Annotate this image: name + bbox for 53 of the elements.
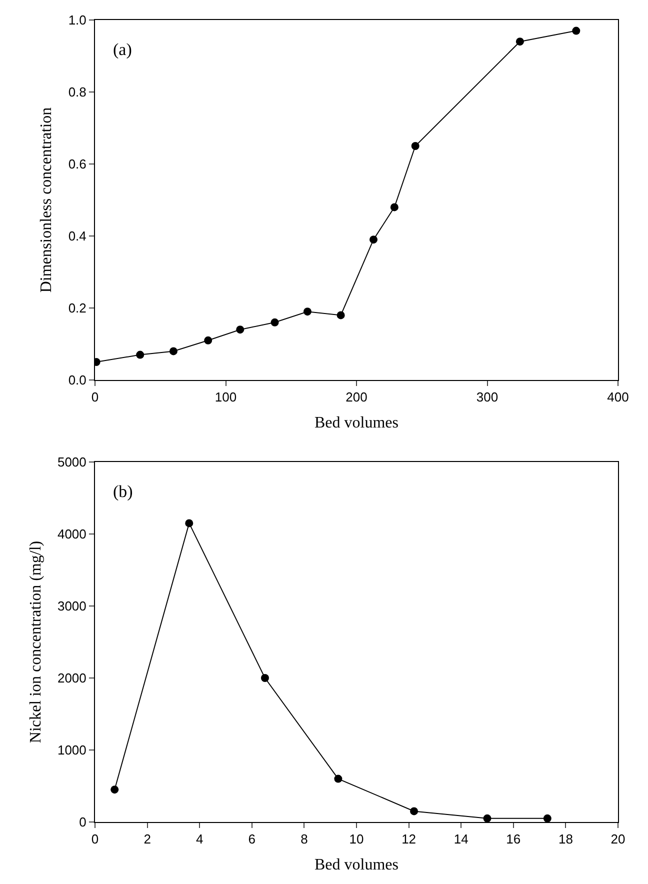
annotation: (a)	[113, 40, 132, 59]
x-tick-label: 0	[91, 832, 99, 847]
y-tick-label: 0.6	[68, 156, 86, 172]
x-tick-label: 18	[558, 832, 573, 847]
x-tick-label: 6	[248, 832, 256, 847]
point	[543, 814, 552, 822]
y-tick-label: 0	[79, 814, 86, 830]
y-tick-label: 4000	[57, 526, 86, 542]
point	[572, 26, 580, 35]
x-tick-label: 12	[402, 832, 416, 847]
y-tick-label: 1000	[57, 742, 86, 758]
point	[169, 347, 178, 356]
point	[334, 774, 342, 783]
y-tick-label: 2000	[57, 670, 86, 686]
x-tick-label: 8	[300, 832, 308, 847]
point	[136, 350, 144, 359]
point	[110, 786, 119, 794]
point	[270, 318, 279, 326]
x-tick-label: 14	[454, 832, 468, 847]
y-tick-label: 0.8	[68, 84, 86, 100]
x-tick-label: 0	[91, 390, 99, 405]
point	[390, 203, 398, 212]
point	[516, 38, 524, 46]
point	[411, 142, 420, 150]
x-tick-label: 10	[349, 832, 364, 847]
y-tick-label: 0.2	[68, 300, 86, 316]
y-tick-label: 0.0	[68, 372, 86, 388]
y-tick-label: 5000	[57, 454, 86, 470]
x-tick-label: 20	[610, 832, 626, 847]
x-tick-label: 300	[476, 390, 498, 405]
y-tick-label: 0.4	[68, 228, 86, 244]
x-axis-title: Bed volumes	[314, 414, 398, 432]
y-tick-label: 3000	[57, 598, 86, 614]
point	[260, 674, 269, 682]
point	[204, 336, 212, 344]
x-tick-label: 400	[607, 390, 629, 405]
x-axis-title: Bed volumes	[314, 856, 398, 874]
annotation: (b)	[113, 482, 133, 501]
point	[303, 308, 312, 316]
y-axis-title: Dimensionless concentration	[38, 107, 56, 293]
x-tick-label: 200	[346, 390, 368, 405]
y-axis-title: Nickel ion concentration (mg/l)	[27, 540, 44, 744]
point	[236, 326, 244, 334]
point	[185, 519, 194, 528]
point	[410, 807, 418, 816]
x-tick-label: 4	[196, 832, 204, 847]
point	[483, 814, 492, 822]
y-tick-label: 1.0	[68, 12, 86, 28]
point	[370, 236, 378, 244]
x-tick-label: 2	[144, 832, 151, 847]
x-tick-label: 16	[506, 832, 521, 847]
x-tick-label: 100	[214, 390, 237, 405]
point	[336, 311, 345, 320]
